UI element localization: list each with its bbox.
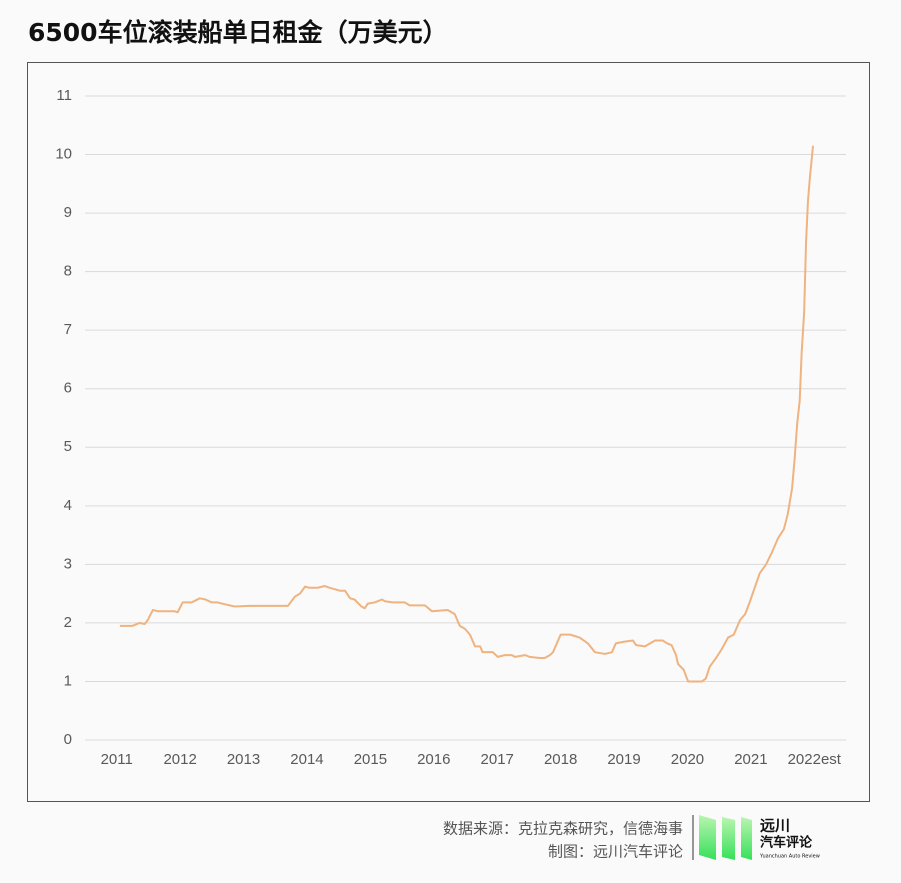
y-tick-label: 8 (64, 263, 72, 280)
logo-text: Yuanchuan Auto Review (759, 854, 820, 860)
x-tick-label: 2012 (163, 751, 196, 768)
credit-note: 制图：远川汽车评论 (548, 843, 683, 861)
chart-frame (27, 62, 870, 802)
x-tick-label: 2019 (607, 751, 640, 768)
x-tick-label: 2022est (788, 751, 842, 768)
y-tick-label: 2 (64, 614, 72, 631)
y-tick-label: 1 (64, 672, 72, 689)
y-tick-label: 5 (64, 438, 72, 455)
x-tick-label: 2011 (101, 751, 133, 768)
x-tick-label: 2020 (671, 751, 704, 768)
y-tick-label: 7 (64, 321, 72, 338)
y-tick-label: 6 (64, 380, 72, 397)
x-tick-label: 2016 (417, 751, 450, 768)
x-tick-label: 2017 (481, 751, 514, 768)
chart-title: 6500车位滚装船单日租金（万美元） (28, 18, 448, 47)
logo-mark (699, 815, 752, 860)
x-tick-label: 2015 (354, 751, 387, 768)
x-tick-label: 2013 (227, 751, 260, 768)
logo-text: 远川 (760, 817, 790, 835)
y-tick-label: 11 (56, 87, 72, 104)
y-tick-label: 4 (64, 497, 72, 514)
logo-text: 汽车评论 (760, 835, 813, 851)
x-tick-label: 2014 (290, 751, 323, 768)
source-note: 数据来源：克拉克森研究，信德海事 (443, 820, 683, 838)
x-tick-label: 2021 (734, 751, 767, 768)
y-tick-label: 0 (64, 731, 72, 748)
x-tick-label: 2018 (544, 751, 577, 768)
plot-area: 0 1 2 3 4 5 6 7 8 9 10 11 2011 2012 2013 2014 2015 2016 20… (55, 87, 846, 768)
y-tick-label: 10 (55, 146, 72, 163)
y-tick-label: 3 (64, 555, 72, 572)
y-tick-label: 9 (64, 204, 72, 221)
data-line (119, 145, 815, 683)
